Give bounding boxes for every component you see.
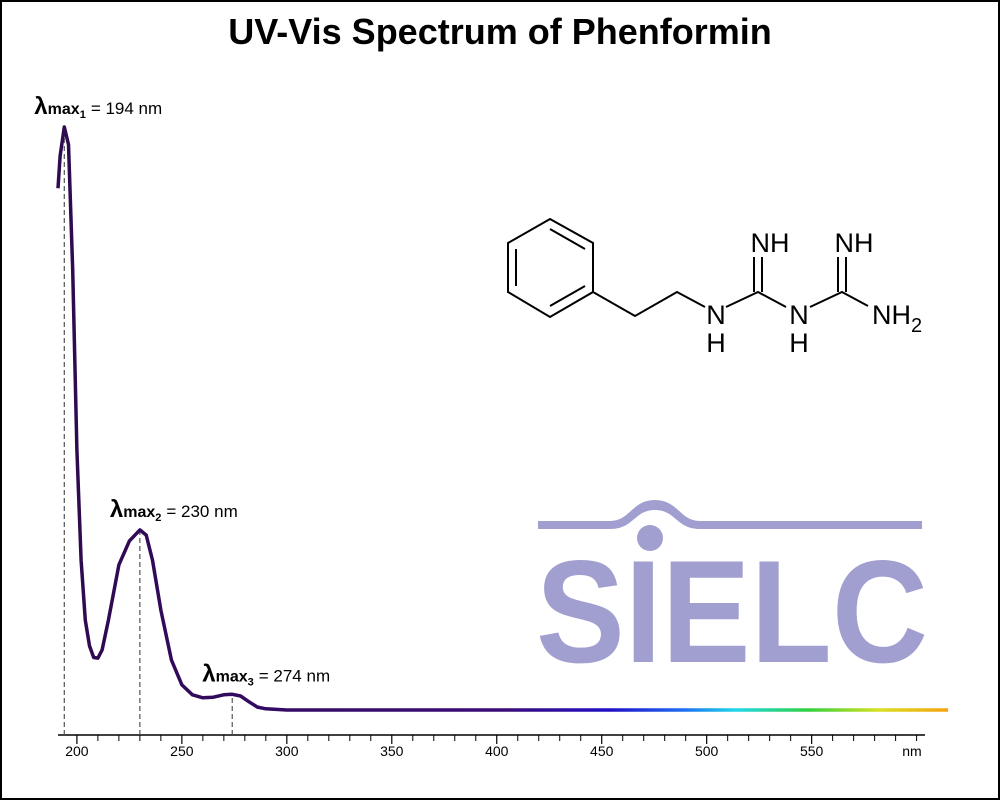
lambda-sub: max <box>123 504 155 521</box>
chain-bonds <box>592 290 869 318</box>
logo-dot <box>637 525 663 551</box>
lambda-value: = 194 nm <box>91 99 162 118</box>
lambda-symbol: λ <box>110 496 123 523</box>
logo-text: SIELC <box>536 530 928 693</box>
amino-text: NH <box>872 300 911 330</box>
lambda-index: 1 <box>80 109 86 121</box>
amine-label: N <box>789 300 809 330</box>
amine-label: N <box>706 300 726 330</box>
peak-label: λmax1 = 194 nm <box>34 93 162 121</box>
lambda-sub: max <box>48 101 80 118</box>
imine-label: NH <box>751 228 790 258</box>
lambda-value: = 274 nm <box>259 666 330 685</box>
x-tick-label: 200 <box>65 743 89 759</box>
x-tick-label: 250 <box>170 743 194 759</box>
amine-label: H <box>706 328 726 358</box>
benzene-double-bonds <box>515 228 586 307</box>
lambda-sub: max <box>216 668 248 685</box>
logo: SIELC <box>536 500 928 693</box>
logo-swoosh <box>538 500 922 529</box>
x-unit-label: nm <box>902 743 921 759</box>
spectrum-line <box>56 125 949 712</box>
amino-label: NH2 <box>872 300 922 337</box>
x-tick-label: 350 <box>380 743 404 759</box>
amine-label: H <box>789 328 809 358</box>
lambda-symbol: λ <box>34 93 47 120</box>
structure: NH NH N H N H NH2 <box>507 217 922 358</box>
lambda-value: = 230 nm <box>166 502 237 521</box>
peak-label: λmax3 = 274 nm <box>202 660 330 688</box>
imine-double-bonds <box>753 257 847 292</box>
lambda-symbol: λ <box>202 660 215 687</box>
amino-subscript: 2 <box>911 315 922 337</box>
peak-label: λmax2 = 230 nm <box>110 496 238 524</box>
x-tick-label: 400 <box>485 743 509 759</box>
x-tick-label: 300 <box>275 743 299 759</box>
lambda-index: 2 <box>155 512 161 524</box>
lambda-index: 3 <box>248 676 254 688</box>
chart-title: UV-Vis Spectrum of Phenformin <box>228 11 771 52</box>
benzene-ring <box>507 217 594 319</box>
x-tick-label: 450 <box>590 743 614 759</box>
imine-label: NH <box>835 228 874 258</box>
x-tick-label: 550 <box>800 743 824 759</box>
x-tick-label: 500 <box>695 743 719 759</box>
